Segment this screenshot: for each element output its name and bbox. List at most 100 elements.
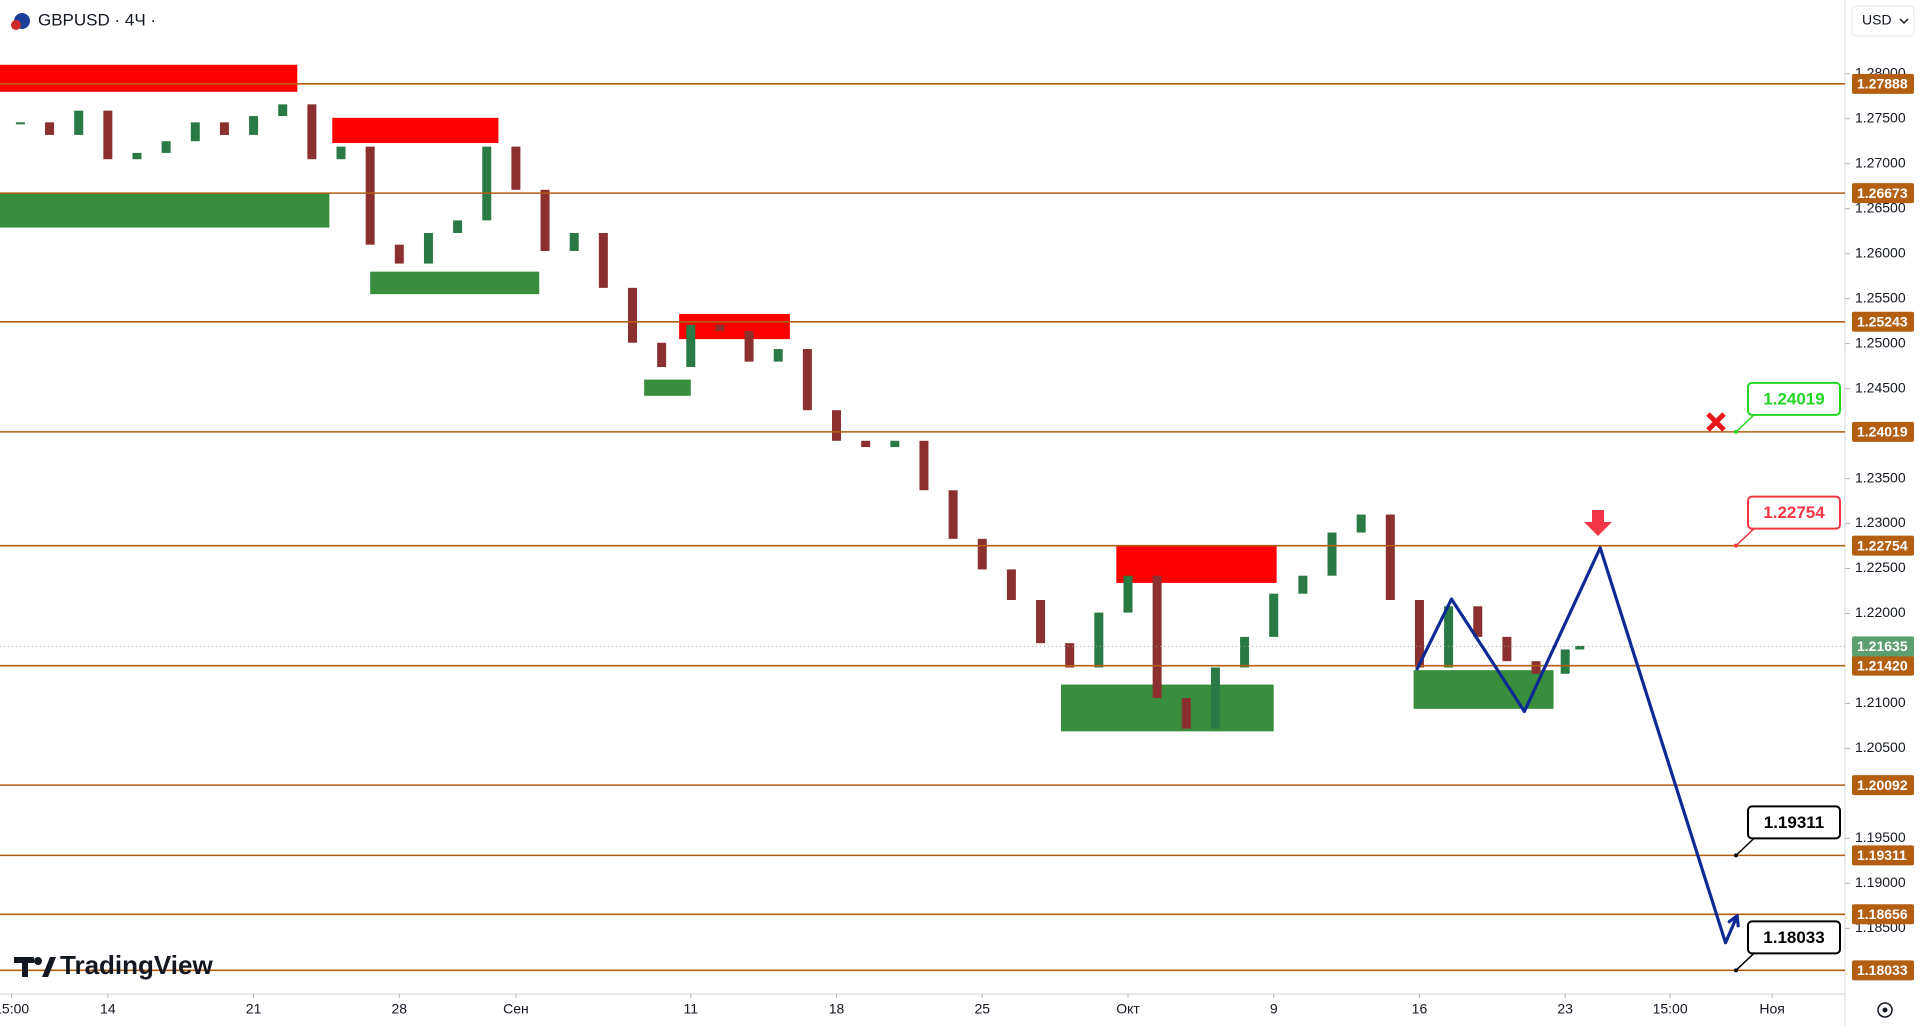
zone bbox=[1116, 546, 1277, 583]
level-label-box bbox=[1852, 775, 1914, 796]
zone bbox=[679, 313, 790, 340]
y-tick-label: 1.22000 bbox=[1855, 604, 1906, 620]
y-tick-label: 1.25500 bbox=[1855, 289, 1906, 305]
candle bbox=[161, 141, 171, 153]
sell-arrow bbox=[1584, 510, 1612, 536]
callout-box bbox=[1747, 495, 1841, 530]
current-price-label: 1.21635 bbox=[1857, 638, 1908, 654]
x-tick-label: 9 bbox=[1270, 1001, 1278, 1017]
projection-arrowhead bbox=[1727, 914, 1740, 928]
level-label-box bbox=[1852, 960, 1914, 981]
callout-pointer bbox=[1735, 414, 1755, 433]
callout-box bbox=[1747, 920, 1841, 955]
y-tick-label: 1.23000 bbox=[1855, 514, 1906, 530]
candle bbox=[132, 152, 142, 160]
settings-icon[interactable] bbox=[1882, 1007, 1888, 1013]
x-tick-label: 28 bbox=[392, 1001, 408, 1017]
level-label: 1.24019 bbox=[1857, 424, 1908, 440]
candle bbox=[1065, 643, 1075, 668]
x-tick-label: Сен bbox=[503, 1001, 529, 1017]
callout-anchor bbox=[1734, 543, 1738, 548]
symbol-flag bbox=[11, 20, 21, 30]
overlays: 1.24019 1.22754 1.19311 1.18033 bbox=[1415, 381, 1841, 973]
candle bbox=[773, 349, 783, 362]
axes: 1.280001.275001.270001.265001.260001.255… bbox=[0, 64, 1914, 1017]
x-tick-label: 25 bbox=[974, 1001, 990, 1017]
candle bbox=[627, 287, 637, 343]
level-label: 1.19311 bbox=[1857, 847, 1907, 863]
x-tick-label: 18 bbox=[829, 1001, 845, 1017]
level-label: 1.25243 bbox=[1857, 313, 1908, 329]
y-tick-label: 1.26000 bbox=[1855, 244, 1906, 260]
cancel-marker bbox=[1706, 412, 1726, 432]
candle bbox=[249, 116, 259, 135]
candle bbox=[861, 440, 871, 448]
zone bbox=[1060, 684, 1274, 732]
callout-pointer bbox=[1735, 952, 1755, 971]
candle bbox=[1240, 636, 1250, 668]
candle bbox=[1210, 667, 1220, 729]
callout-pointer bbox=[1735, 837, 1755, 856]
settings-icon[interactable] bbox=[1877, 1002, 1893, 1018]
y-tick-label: 1.23500 bbox=[1855, 469, 1906, 485]
level-label-box bbox=[1852, 311, 1914, 332]
candle bbox=[190, 122, 200, 142]
level-label-box bbox=[1852, 73, 1914, 94]
zone bbox=[332, 117, 499, 144]
candle bbox=[686, 324, 696, 368]
candle bbox=[1036, 599, 1046, 644]
y-tick-label: 1.19500 bbox=[1855, 829, 1906, 845]
currency-label[interactable]: USD bbox=[1862, 12, 1892, 28]
level-label-box bbox=[1852, 845, 1914, 866]
candle bbox=[219, 122, 229, 135]
candle bbox=[336, 146, 346, 160]
callout-label: 1.19311 bbox=[1764, 813, 1825, 832]
zone bbox=[0, 193, 330, 228]
candle bbox=[1502, 636, 1512, 662]
candle bbox=[569, 232, 579, 251]
candle bbox=[453, 220, 463, 233]
candle bbox=[744, 331, 754, 362]
candle bbox=[890, 440, 900, 448]
candle bbox=[278, 104, 288, 117]
candle bbox=[657, 342, 667, 368]
y-tick-label: 1.22500 bbox=[1855, 559, 1906, 575]
level-label: 1.20092 bbox=[1857, 777, 1908, 793]
currency-select[interactable] bbox=[1851, 5, 1915, 37]
candle bbox=[1123, 575, 1133, 613]
x-tick-label: 21 bbox=[246, 1001, 262, 1017]
currency-caret[interactable] bbox=[1899, 18, 1909, 25]
zone bbox=[1413, 670, 1554, 709]
x-tick-label: Ноя bbox=[1759, 1001, 1784, 1017]
current-price-box bbox=[1852, 636, 1914, 657]
candle bbox=[1414, 599, 1424, 668]
level-label-box bbox=[1852, 183, 1914, 204]
callout-pointer bbox=[1735, 528, 1755, 547]
y-tick-label: 1.24500 bbox=[1855, 379, 1906, 395]
y-tick-label: 1.19000 bbox=[1855, 874, 1906, 890]
candle bbox=[1531, 661, 1541, 674]
x-tick-label: 15:00 bbox=[0, 1001, 29, 1017]
candle bbox=[598, 232, 608, 288]
callout-label: 1.18033 bbox=[1763, 928, 1824, 947]
candle bbox=[307, 104, 317, 160]
candle bbox=[1560, 649, 1570, 674]
y-tick-label: 1.26500 bbox=[1855, 199, 1906, 215]
candle bbox=[1181, 698, 1191, 729]
branding-text: TradingView bbox=[60, 950, 213, 980]
x-tick-label: Окт bbox=[1116, 1001, 1140, 1017]
candle bbox=[103, 110, 113, 160]
y-tick-label: 1.27000 bbox=[1855, 154, 1906, 170]
callout-box bbox=[1747, 805, 1841, 840]
level-label: 1.22754 bbox=[1857, 537, 1908, 553]
callout-label: 1.24019 bbox=[1763, 389, 1824, 408]
y-tick-label: 1.21000 bbox=[1855, 694, 1906, 710]
candle bbox=[482, 146, 492, 221]
zone bbox=[0, 64, 298, 92]
candle bbox=[1152, 575, 1162, 699]
x-tick-label: 14 bbox=[100, 1001, 116, 1017]
zone bbox=[370, 271, 540, 295]
y-tick-label: 1.27500 bbox=[1855, 109, 1906, 125]
y-tick-label: 1.25000 bbox=[1855, 334, 1906, 350]
